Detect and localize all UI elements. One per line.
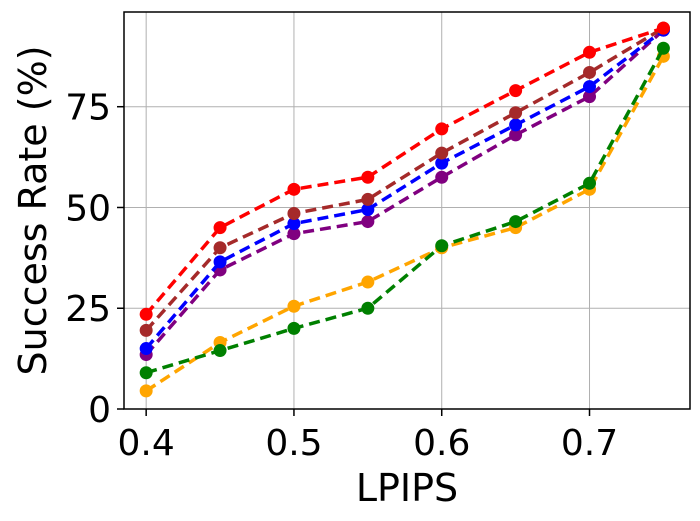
data-point [435, 122, 449, 136]
x-tick-label: 0.6 [413, 423, 470, 464]
data-point [139, 342, 153, 356]
ticks: 0.4 0.5 0.6 0.7 0 25 50 75 [65, 88, 618, 464]
x-axis-label: LPIPS [356, 466, 458, 510]
series-line [144, 26, 664, 316]
series-layer [139, 21, 670, 398]
x-tick-label: 0.5 [265, 423, 322, 464]
data-point [139, 366, 153, 380]
series-line [145, 47, 665, 375]
data-point [509, 215, 523, 229]
data-point [139, 384, 153, 398]
series-line [144, 28, 665, 350]
data-point [435, 146, 449, 160]
series-line [144, 28, 665, 356]
data-point [139, 323, 153, 337]
data-point [656, 41, 670, 55]
data-point [213, 221, 227, 235]
data-point [361, 275, 375, 289]
data-point [361, 202, 375, 216]
data-point [583, 80, 597, 94]
data-point [361, 301, 375, 315]
data-point [509, 84, 523, 98]
data-point [583, 176, 597, 190]
data-point [509, 118, 523, 132]
data-point [435, 170, 449, 184]
y-axis-label: Success Rate (%) [11, 45, 55, 375]
data-point [287, 299, 301, 313]
data-point [287, 321, 301, 335]
series-2 [139, 41, 670, 380]
data-point [287, 217, 301, 231]
x-tick-label: 0.7 [561, 423, 618, 464]
series-line [145, 55, 665, 393]
data-point [583, 65, 597, 79]
data-point [435, 156, 449, 170]
data-point [361, 192, 375, 206]
data-point [656, 21, 670, 35]
y-tick-label: 25 [65, 289, 111, 330]
plot-frame [123, 11, 691, 410]
y-tick-label: 0 [88, 390, 111, 431]
series-6 [139, 21, 670, 321]
data-point [583, 90, 597, 104]
data-point [287, 207, 301, 221]
y-tick-label: 75 [65, 88, 111, 129]
data-point [213, 241, 227, 255]
data-point [139, 307, 153, 321]
data-point [287, 227, 301, 241]
y-tick-label: 50 [65, 188, 111, 229]
data-point [509, 106, 523, 120]
data-point [287, 182, 301, 196]
x-tick-label: 0.4 [118, 423, 175, 464]
data-point [213, 255, 227, 269]
data-point [583, 45, 597, 59]
data-point [435, 239, 449, 253]
data-point [509, 128, 523, 142]
series-line [144, 26, 665, 332]
data-point [361, 215, 375, 229]
data-point [213, 344, 227, 358]
data-point [361, 170, 375, 184]
